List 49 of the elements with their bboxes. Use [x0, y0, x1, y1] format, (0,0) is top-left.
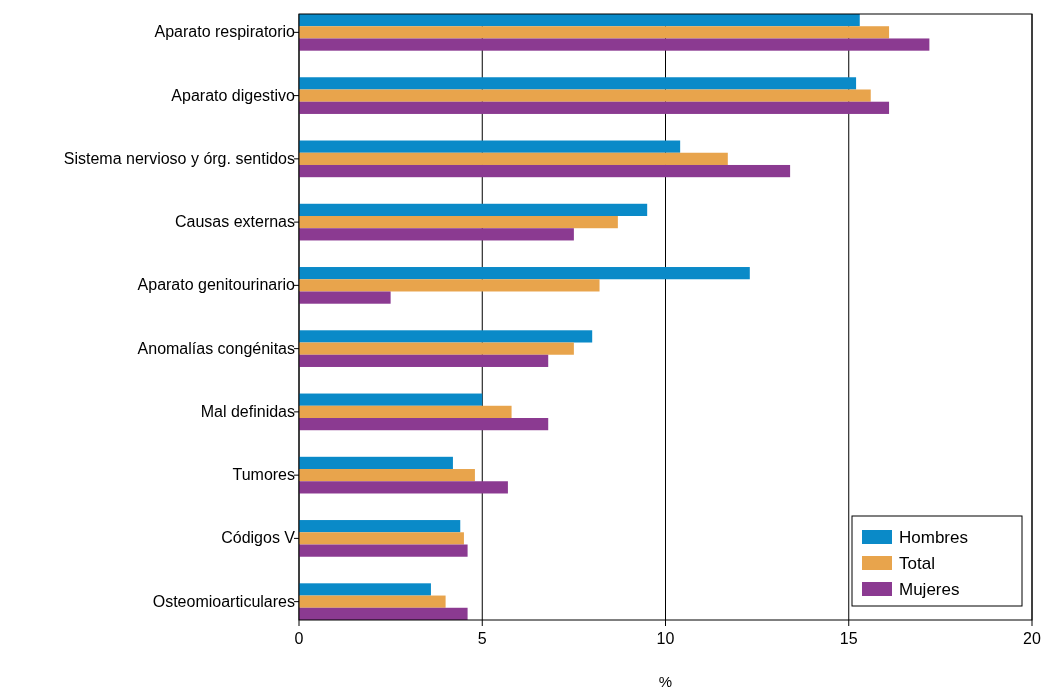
bar: [299, 89, 871, 102]
x-tick-label: 20: [1023, 630, 1041, 647]
bar: [299, 291, 391, 304]
bar: [299, 354, 549, 367]
bar: [299, 101, 890, 114]
bar: [299, 544, 468, 557]
bar: [299, 393, 483, 406]
bar: [299, 418, 549, 431]
y-tick-label: Tumores: [232, 466, 295, 484]
y-tick-label: Aparato digestivo: [171, 86, 296, 104]
bar: [299, 520, 461, 533]
bar: [299, 583, 431, 596]
legend-label: Total: [899, 554, 935, 573]
x-tick-label: 0: [294, 630, 304, 647]
x-tick-label: 15: [839, 630, 858, 647]
bar: [299, 532, 464, 545]
bar: [299, 203, 648, 216]
x-tick-label: 10: [656, 630, 675, 647]
bar: [299, 456, 453, 470]
bar: [299, 267, 750, 280]
y-tick-label: Osteomioarticulares: [152, 592, 295, 610]
bar: [299, 342, 574, 355]
bar: [299, 469, 475, 482]
bar: [299, 164, 791, 178]
bar: [299, 330, 593, 343]
bar: [299, 14, 860, 27]
bar: [299, 26, 890, 39]
bar: [299, 140, 681, 153]
legend-label: Mujeres: [899, 580, 960, 599]
y-tick-label: Anomalías congénitas: [137, 339, 295, 357]
bar: [299, 152, 728, 165]
y-tick-label: Aparato genitourinario: [137, 276, 296, 294]
y-tick-label: Mal definidas: [200, 402, 295, 420]
legend-label: Hombres: [899, 528, 968, 547]
y-tick-label: Causas externas: [174, 213, 295, 231]
y-tick-label: Aparato respiratorio: [154, 23, 296, 41]
bar: [299, 38, 930, 51]
bar: [299, 607, 468, 620]
y-tick-label: Códigos V: [221, 529, 296, 547]
y-tick-label: Sistema nervioso y órg. sentidos: [63, 149, 295, 167]
bar: [299, 216, 618, 229]
bar: [299, 481, 508, 494]
bar: [299, 405, 512, 418]
bar: [299, 595, 446, 608]
x-axis-title: %: [658, 673, 673, 689]
x-tick-label: 5: [477, 630, 487, 647]
bar: [299, 77, 857, 90]
bar: [299, 279, 600, 292]
bar: [299, 228, 574, 241]
